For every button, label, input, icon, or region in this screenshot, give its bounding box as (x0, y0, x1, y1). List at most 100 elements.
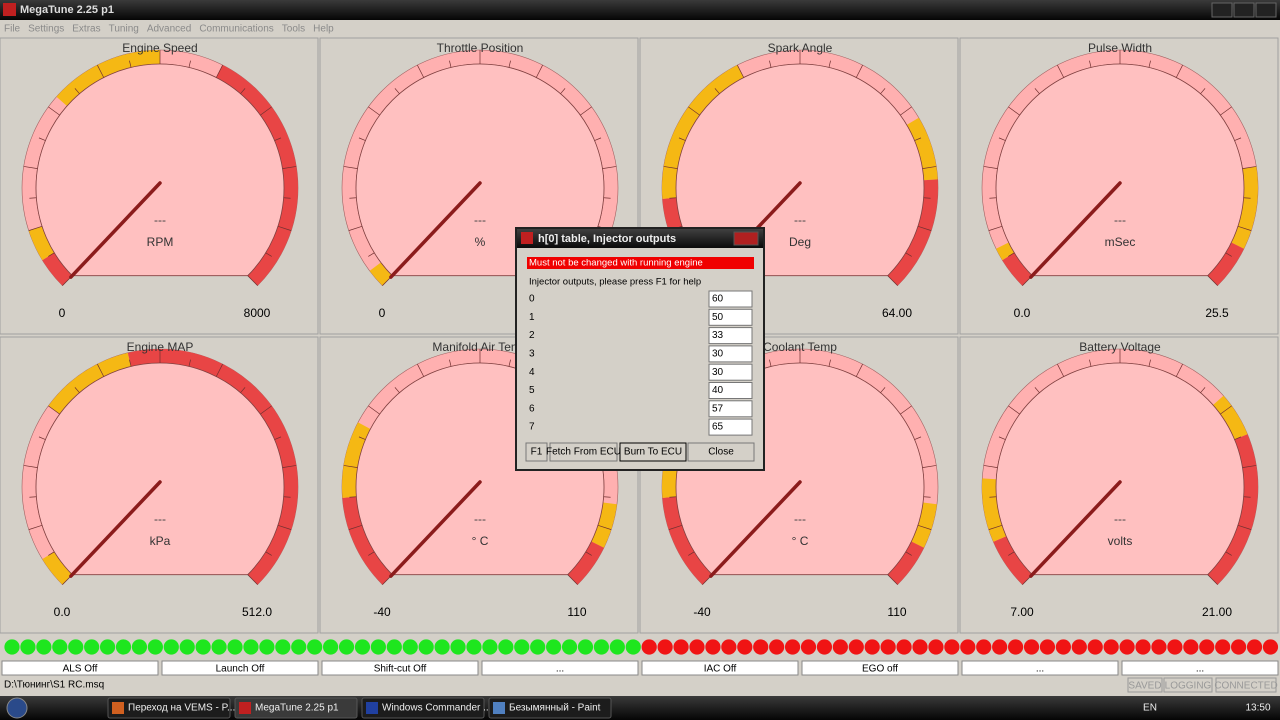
led (370, 639, 386, 655)
task-button[interactable] (234, 697, 358, 719)
status-flag (1127, 677, 1163, 693)
gauge-title: Engine MAP (127, 340, 194, 354)
row-input[interactable] (708, 308, 753, 326)
gauge-tick (283, 496, 291, 498)
dialog-close[interactable] (733, 231, 759, 246)
menu-item[interactable]: Tools (282, 24, 305, 35)
task-label: Windows Commander ... (382, 703, 491, 714)
gauge-tick (97, 64, 105, 78)
gauge-needle (709, 480, 802, 578)
menu-item[interactable]: Extras (72, 24, 100, 35)
start-button[interactable] (6, 697, 28, 719)
gauge-face (35, 362, 285, 576)
gauge-reading: --- (474, 512, 486, 526)
led (307, 639, 323, 655)
gauge: Pulse Width --- mSec 0.0 25.5 (959, 37, 1279, 335)
gauge-zone (342, 496, 393, 585)
menu-item[interactable]: Help (313, 24, 334, 35)
gauge-tick (603, 197, 611, 199)
gauge-tick (23, 465, 38, 468)
dialog-button-label: Fetch From ECU (546, 447, 621, 458)
gauge-tick (260, 106, 272, 116)
menu-item[interactable]: Communications (199, 24, 273, 35)
task-icon (112, 702, 124, 714)
row-label: 1 (529, 312, 535, 323)
gauge-tick (349, 496, 357, 498)
row-input[interactable] (708, 400, 753, 418)
row-input[interactable] (708, 382, 753, 399)
gauge-max: 512.0 (242, 605, 272, 619)
row-input[interactable] (708, 418, 753, 436)
indicator-label: ... (1036, 664, 1044, 675)
row-input[interactable] (708, 327, 753, 345)
led (179, 639, 195, 655)
gauge-tick (1242, 166, 1257, 169)
gauge-min: 7.00 (1010, 605, 1034, 619)
gauge-needle (69, 181, 162, 279)
led (705, 639, 721, 655)
row-input[interactable] (708, 363, 753, 381)
row-value: 30 (712, 367, 724, 378)
window-controls[interactable] (1211, 2, 1277, 18)
gauge-tick (887, 275, 898, 286)
gauge-tick (282, 166, 297, 169)
gauge-tick (688, 551, 695, 556)
led (4, 639, 20, 655)
dialog-button[interactable] (619, 442, 687, 462)
gauge-min: -40 (693, 605, 711, 619)
led (593, 639, 610, 655)
menu-item[interactable]: File (4, 24, 21, 35)
menu-item[interactable]: Advanced (147, 24, 191, 35)
led (832, 639, 848, 655)
row-input[interactable] (708, 290, 753, 308)
task-button[interactable] (107, 697, 231, 719)
led (1103, 639, 1119, 655)
gauge-tick (988, 524, 1003, 530)
gauge-face (995, 362, 1245, 576)
gauge: Battery Voltage --- volts 7.00 21.00 (959, 336, 1279, 634)
gauge-tick (260, 405, 272, 415)
gauge-tick (508, 60, 511, 68)
led (68, 639, 84, 655)
row-input[interactable] (708, 345, 753, 363)
gauge-title: Coolant Temp (763, 340, 837, 354)
gauge-tick (265, 252, 272, 257)
led (721, 639, 737, 655)
indicator (1121, 660, 1279, 676)
status-flag-label: LOGGING (1165, 681, 1212, 692)
gauge-tick (348, 225, 363, 231)
gauge-face (355, 63, 605, 277)
gauge-tick (998, 436, 1006, 440)
gauge-tick (887, 574, 898, 585)
led (816, 639, 833, 655)
led (466, 639, 482, 655)
menu-bar (0, 20, 1280, 37)
led (880, 639, 896, 655)
task-button[interactable] (488, 697, 612, 719)
row-label: 2 (529, 330, 535, 341)
dialog-button[interactable] (549, 442, 618, 462)
led (354, 639, 371, 655)
gauge-tick (240, 387, 246, 393)
gauge-tick (368, 106, 380, 116)
gauge-zone (28, 226, 55, 261)
dialog-button[interactable] (687, 442, 755, 462)
menu-item[interactable]: Tuning (109, 24, 139, 35)
dialog-icon (521, 232, 533, 244)
gauge-zone (1207, 242, 1244, 286)
task-button[interactable] (361, 697, 485, 719)
gauge-reading: --- (794, 512, 806, 526)
gauge-tick (769, 359, 772, 367)
gauge-tick (23, 166, 38, 169)
gauge-max: 110 (887, 605, 906, 619)
gauge-tick (1200, 387, 1206, 393)
gauge-title: Throttle Position (437, 41, 524, 55)
gauge-unit: volts (1108, 534, 1133, 548)
gauge-tick (1220, 405, 1232, 415)
gauge-tick (923, 197, 931, 199)
menu-item[interactable]: Settings (28, 24, 64, 35)
dialog-button[interactable] (525, 442, 548, 462)
gauge-tick (737, 64, 745, 78)
led (577, 639, 594, 655)
led (784, 639, 801, 655)
